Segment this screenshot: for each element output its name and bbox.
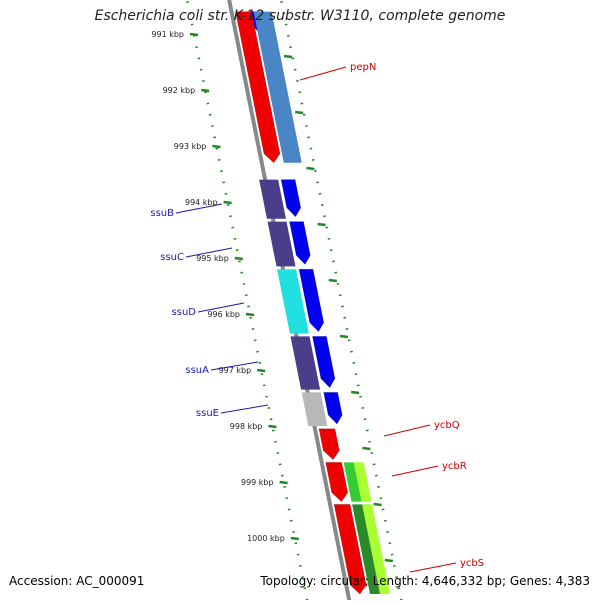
label-leader xyxy=(391,465,439,477)
cog-slab xyxy=(259,179,286,219)
gene-label-ssuC: ssuC xyxy=(160,252,184,263)
tick-mark xyxy=(351,390,360,395)
tick-label: 996 kbp xyxy=(207,310,240,319)
tick-label: 1000 kbp xyxy=(247,534,285,543)
tick-mark xyxy=(212,144,221,149)
gene-label-ssuE: ssuE xyxy=(196,408,219,419)
gene-label-ssuA: ssuA xyxy=(185,365,209,376)
tick-label: 991 kbp xyxy=(151,30,184,39)
gene-arrow xyxy=(289,221,311,265)
label-leader xyxy=(383,424,431,437)
accession-label: Accession: AC_000091 xyxy=(9,574,145,588)
tick-mark xyxy=(384,558,393,563)
gene-label-ycbS: ycbS xyxy=(460,558,484,569)
tick-label: 994 kbp xyxy=(185,198,218,207)
tick-mark xyxy=(295,110,304,115)
gene-label-pepN: pepN xyxy=(350,62,376,73)
gene-label-ycbQ: ycbQ xyxy=(434,420,460,431)
tick-mark xyxy=(223,200,232,205)
gene-arrow xyxy=(323,392,343,425)
cog-slab xyxy=(290,336,321,390)
label-leader xyxy=(185,247,233,258)
tick-label: 998 kbp xyxy=(230,422,263,431)
tick-label: 997 kbp xyxy=(219,366,252,375)
cog-slab xyxy=(277,269,309,334)
tick-mark xyxy=(306,166,315,171)
label-leader xyxy=(409,562,457,573)
cog-slab xyxy=(267,221,296,267)
tick-label: 999 kbp xyxy=(241,478,274,487)
tick-mark xyxy=(201,88,210,93)
cog-slab-secondary xyxy=(362,504,390,594)
tick-mark xyxy=(317,222,326,227)
tick-mark xyxy=(245,312,255,317)
label-leader xyxy=(210,361,259,371)
gene-arrow xyxy=(312,336,336,389)
tick-mark xyxy=(257,368,266,373)
tick-label: 993 kbp xyxy=(174,142,207,151)
tick-mark xyxy=(328,278,337,283)
gene-label-ssuD: ssuD xyxy=(172,307,197,318)
gene-label-ycbR: ycbR xyxy=(442,461,467,472)
label-leader xyxy=(175,203,223,214)
tick-mark xyxy=(279,480,288,485)
genome-summary: Topology: circular; Length: 4,646,332 bp… xyxy=(260,574,590,588)
tick-mark xyxy=(234,256,243,261)
tick-mark xyxy=(283,54,293,59)
label-leader xyxy=(299,66,347,81)
gene-arrow xyxy=(235,11,281,164)
tick-mark xyxy=(290,536,299,541)
cog-slab xyxy=(301,392,328,426)
map-title: Escherichia coli str. K-12 substr. W3110… xyxy=(94,8,506,24)
tick-label: 992 kbp xyxy=(163,86,196,95)
gene-arrow xyxy=(318,428,340,461)
gene-label-ssuB: ssuB xyxy=(150,208,174,219)
tick-mark xyxy=(189,32,199,37)
gene-arrow xyxy=(333,504,367,595)
label-leader xyxy=(220,404,269,414)
cog-slab-secondary xyxy=(353,462,372,502)
gene-arrow xyxy=(298,268,325,333)
tick-mark xyxy=(339,334,349,339)
tick-label: 995 kbp xyxy=(196,254,229,263)
gene-arrow xyxy=(325,462,349,503)
cog-slab xyxy=(253,11,302,163)
tick-mark xyxy=(268,424,277,429)
label-leader xyxy=(197,302,245,313)
gene-arrow xyxy=(280,179,302,218)
tick-mark xyxy=(373,502,382,507)
tick-mark xyxy=(362,446,371,451)
